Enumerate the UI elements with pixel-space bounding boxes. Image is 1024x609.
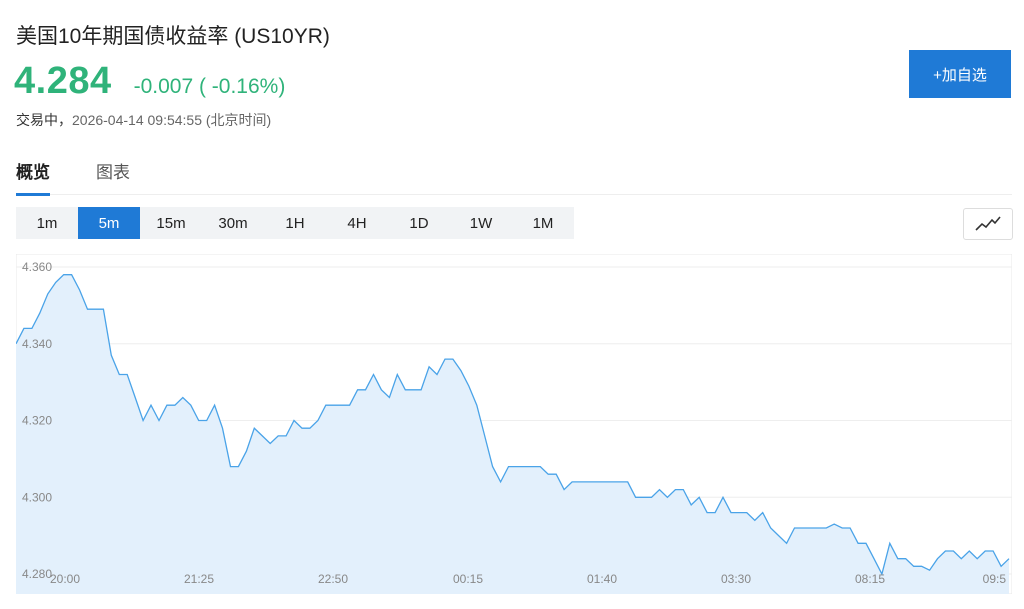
status-label: 交易中， xyxy=(16,112,72,128)
x-tick-label: 21:25 xyxy=(184,572,214,586)
x-tick-label: 03:30 xyxy=(721,572,751,586)
timeframe-1h[interactable]: 1H xyxy=(264,207,326,239)
yield-chart[interactable]: 4.360 4.340 4.320 4.300 4.280 20:00 21:25 22:5… xyxy=(16,254,1012,594)
x-tick-label: 22:50 xyxy=(318,572,348,586)
timestamp: 2026-04-14 09:54:55 xyxy=(72,112,202,128)
timeframe-4h[interactable]: 4H xyxy=(326,207,388,239)
x-tick-label: 20:00 xyxy=(50,572,80,586)
y-tick-label: 4.340 xyxy=(22,337,52,351)
timeframe-1mo[interactable]: 1M xyxy=(512,207,574,239)
timeframe-15m[interactable]: 15m xyxy=(140,207,202,239)
y-tick-label: 4.320 xyxy=(22,414,52,428)
x-tick-label: 00:15 xyxy=(453,572,483,586)
yield-area-fill xyxy=(16,274,1009,594)
x-tick-label: 09:5 xyxy=(983,572,1007,586)
y-tick-label: 4.360 xyxy=(22,260,52,274)
timeframe-1d[interactable]: 1D xyxy=(388,207,450,239)
timeframe-1m[interactable]: 1m xyxy=(16,207,78,239)
last-price: 4.284 xyxy=(14,60,112,102)
quote-row: 4.284 -0.007 ( -0.16%) xyxy=(14,60,285,103)
tab-overview[interactable]: 概览 xyxy=(16,158,50,196)
trading-status: 交易中，2026-04-14 09:54:55 (北京时间) xyxy=(16,110,271,130)
price-change: -0.007 ( -0.16%) xyxy=(133,75,286,98)
x-tick-label: 08:15 xyxy=(855,572,885,586)
timezone-label: (北京时间) xyxy=(205,112,272,128)
chart-type-button[interactable] xyxy=(963,208,1013,240)
timeframe-selector: 1m 5m 15m 30m 1H 4H 1D 1W 1M xyxy=(16,207,574,239)
line-chart-icon xyxy=(975,216,1001,231)
page-title: 美国10年期国债收益率 (US10YR) xyxy=(16,25,330,48)
tab-chart[interactable]: 图表 xyxy=(96,163,130,182)
y-tick-label: 4.280 xyxy=(22,567,52,581)
yield-line-series xyxy=(16,274,1010,576)
tab-bar: 概览 图表 xyxy=(16,150,1012,196)
x-tick-label: 01:40 xyxy=(587,572,617,586)
timeframe-1w[interactable]: 1W xyxy=(450,207,512,239)
add-watchlist-button[interactable]: +加自选 xyxy=(909,50,1011,98)
timeframe-30m[interactable]: 30m xyxy=(202,207,264,239)
timeframe-5m[interactable]: 5m xyxy=(78,207,140,239)
y-tick-label: 4.300 xyxy=(22,490,52,504)
